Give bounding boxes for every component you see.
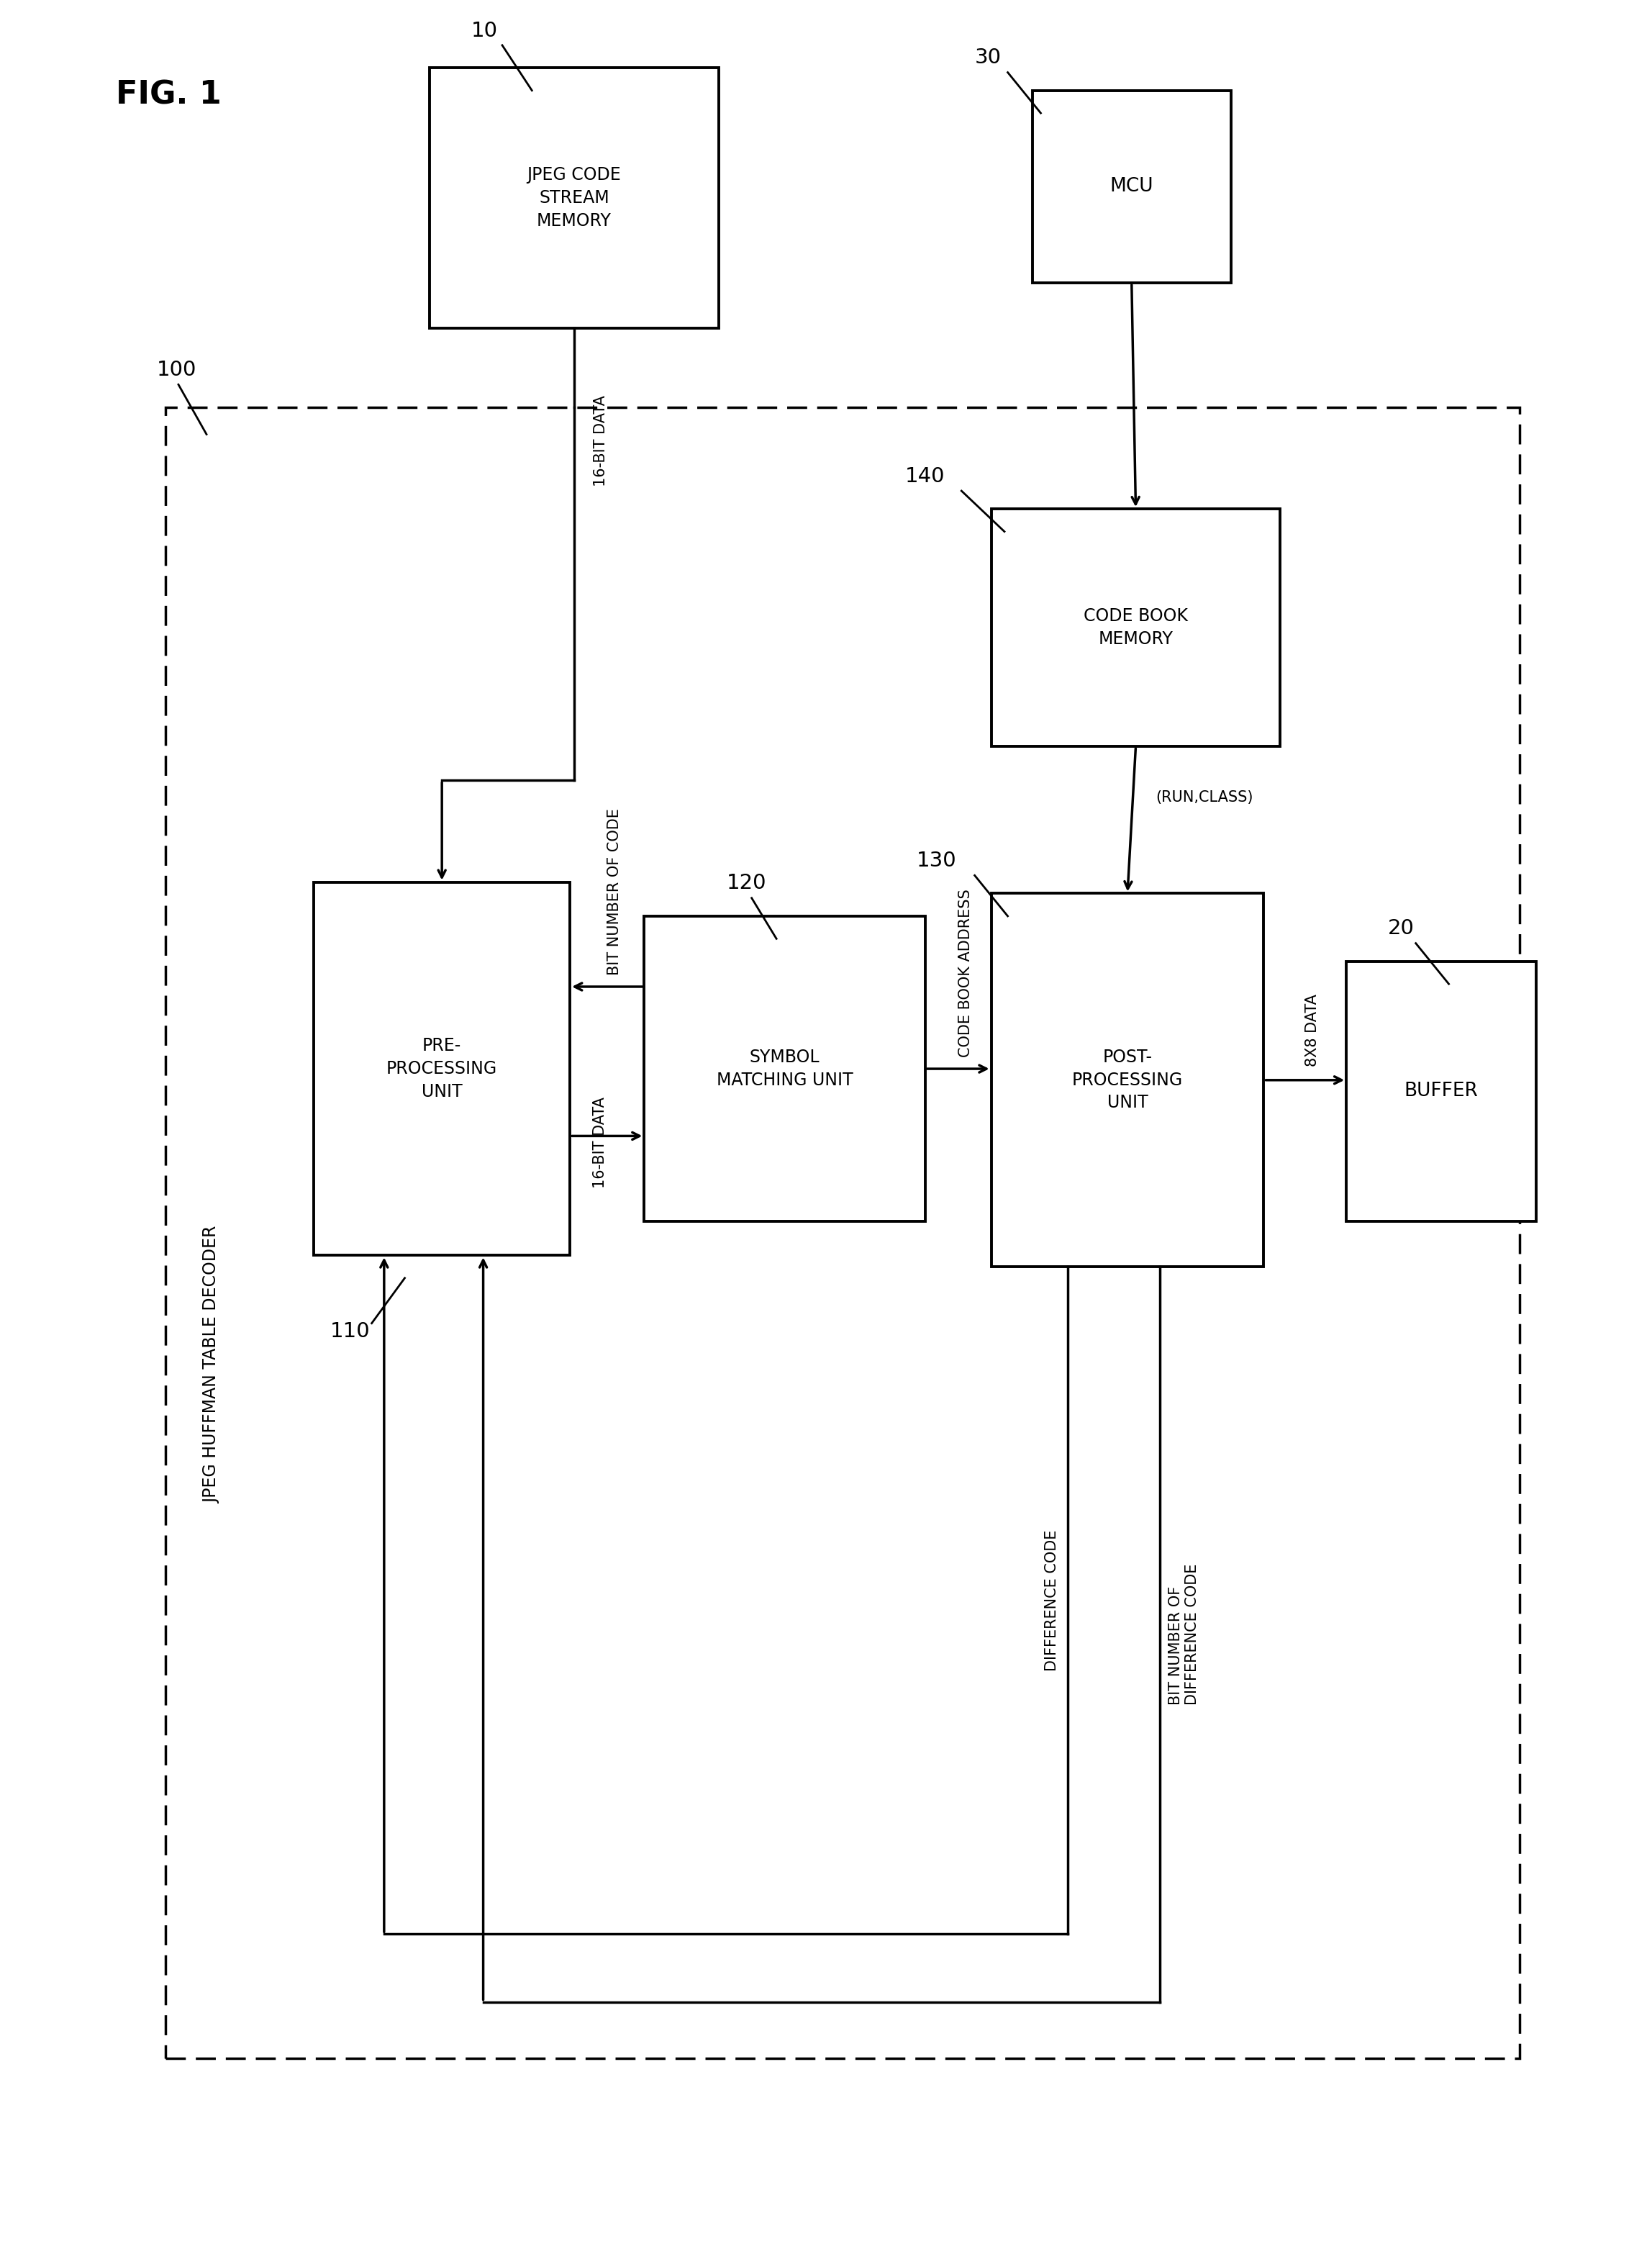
Text: 140: 140 <box>905 466 945 486</box>
Text: 100: 100 <box>157 360 197 380</box>
Text: (RUN,CLASS): (RUN,CLASS) <box>1156 789 1254 805</box>
Text: MCU: MCU <box>1110 176 1153 197</box>
Text: 110: 110 <box>330 1321 370 1341</box>
Text: BUFFER: BUFFER <box>1404 1081 1479 1102</box>
Text: POST-
PROCESSING
UNIT: POST- PROCESSING UNIT <box>1072 1050 1183 1111</box>
Text: CODE BOOK ADDRESS: CODE BOOK ADDRESS <box>958 889 973 1056</box>
Text: 30: 30 <box>975 48 1001 68</box>
Text: 8X8 DATA: 8X8 DATA <box>1305 993 1320 1068</box>
Bar <box>314 882 570 1255</box>
Text: BIT NUMBER OF
DIFFERENCE CODE: BIT NUMBER OF DIFFERENCE CODE <box>1168 1563 1199 1706</box>
Text: FIG. 1: FIG. 1 <box>116 79 221 111</box>
Bar <box>644 916 925 1221</box>
Text: 16-BIT DATA: 16-BIT DATA <box>595 396 608 486</box>
Text: 130: 130 <box>917 851 957 871</box>
Bar <box>1032 90 1231 283</box>
Bar <box>430 68 719 328</box>
Bar <box>991 893 1264 1267</box>
Text: DIFFERENCE CODE: DIFFERENCE CODE <box>1044 1529 1059 1672</box>
Text: PRE-
PROCESSING
UNIT: PRE- PROCESSING UNIT <box>387 1038 497 1099</box>
Text: CODE BOOK
MEMORY: CODE BOOK MEMORY <box>1084 608 1188 647</box>
Text: BIT NUMBER OF CODE: BIT NUMBER OF CODE <box>608 808 621 975</box>
Text: 16-BIT DATA: 16-BIT DATA <box>593 1097 608 1188</box>
Bar <box>991 509 1280 746</box>
Text: SYMBOL
MATCHING UNIT: SYMBOL MATCHING UNIT <box>717 1050 852 1088</box>
Text: JPEG HUFFMAN TABLE DECODER: JPEG HUFFMAN TABLE DECODER <box>203 1226 220 1504</box>
Text: 20: 20 <box>1388 918 1414 939</box>
Text: 10: 10 <box>471 20 497 41</box>
Bar <box>1346 961 1536 1221</box>
Bar <box>165 407 1520 2058</box>
Text: JPEG CODE
STREAM
MEMORY: JPEG CODE STREAM MEMORY <box>527 167 621 228</box>
Text: 120: 120 <box>727 873 767 893</box>
